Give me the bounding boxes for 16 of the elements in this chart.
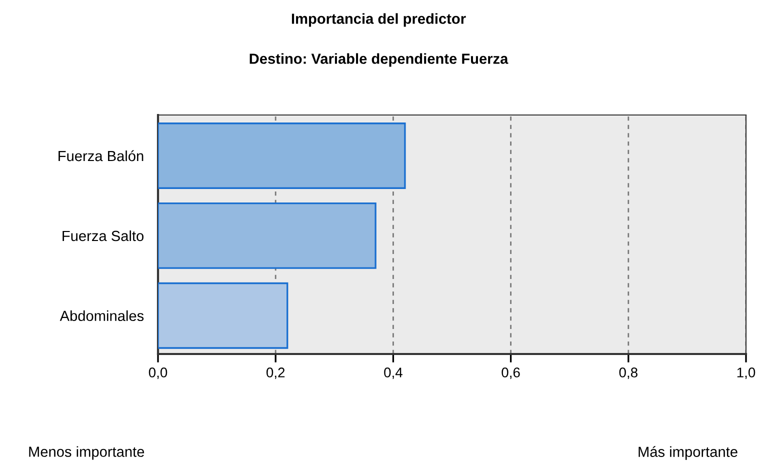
text: Más importante [638, 446, 738, 460]
y-tick-label: Abdominales [60, 310, 144, 322]
y-tick-label: Fuerza Balón [58, 150, 144, 162]
bar [158, 122, 406, 189]
x-tick-label: 0,8 [619, 368, 638, 380]
x-tick-label: 0,4 [384, 368, 402, 380]
bar [158, 282, 288, 349]
x-tick-label: 1,0 [737, 368, 756, 380]
y-tick-label: Fuerza Salto [62, 230, 144, 242]
x-tick-label: 0,2 [266, 368, 285, 380]
text: Menos importante [29, 446, 144, 460]
chart-subtitle: Destino: Variable dependiente Fuerza [250, 53, 508, 67]
chart-title: Importancia del predictor [292, 13, 466, 27]
bar [158, 202, 376, 269]
x-tick-label: 0,6 [502, 368, 520, 380]
x-tick-label: 0,0 [148, 368, 168, 380]
